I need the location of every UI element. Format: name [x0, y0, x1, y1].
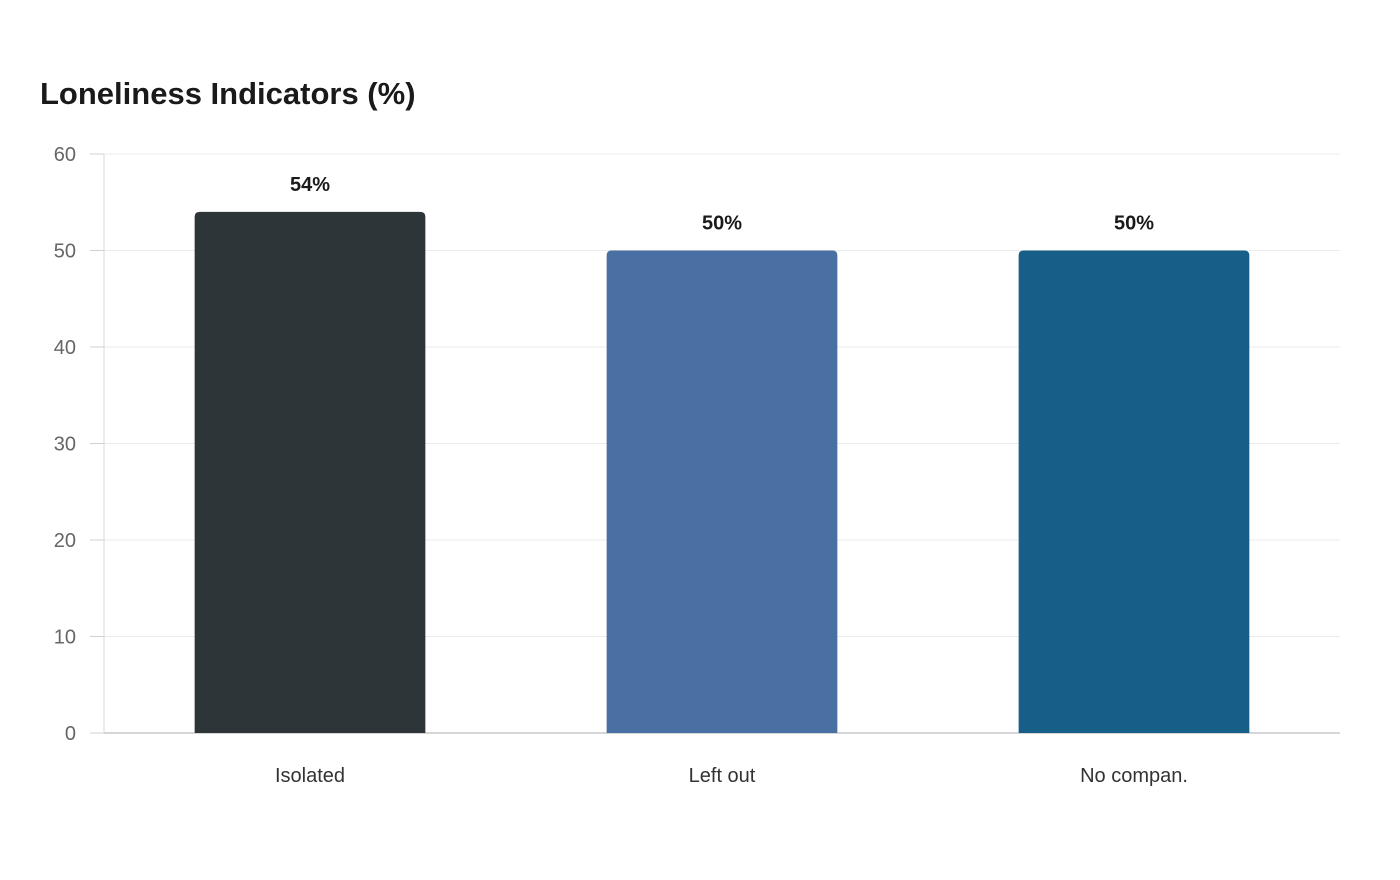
y-tick-label: 20	[54, 530, 76, 552]
x-category-label: No compan.	[1080, 765, 1188, 787]
y-tick-label: 0	[65, 723, 76, 745]
data-label: 54%	[290, 174, 330, 196]
y-tick-label: 10	[54, 627, 76, 649]
y-tick-label: 30	[54, 434, 76, 456]
x-category-label: Isolated	[275, 765, 345, 787]
y-tick-label: 60	[54, 144, 76, 166]
bar-left-out	[606, 250, 838, 733]
y-tick-label: 40	[54, 337, 76, 359]
labels: 0 10 20 30 40 50 60 54% Isolated 50% Left out 50% No…	[54, 144, 1188, 787]
x-category-label: Left out	[689, 765, 756, 787]
data-label: 50%	[1114, 213, 1154, 235]
bar-no-compan	[1018, 250, 1250, 733]
chart-title: Loneliness Indicators (%)	[40, 76, 416, 111]
y-tick-label: 50	[54, 241, 76, 263]
bars	[194, 211, 1250, 733]
data-label: 50%	[702, 213, 742, 235]
bar-isolated	[194, 211, 426, 733]
